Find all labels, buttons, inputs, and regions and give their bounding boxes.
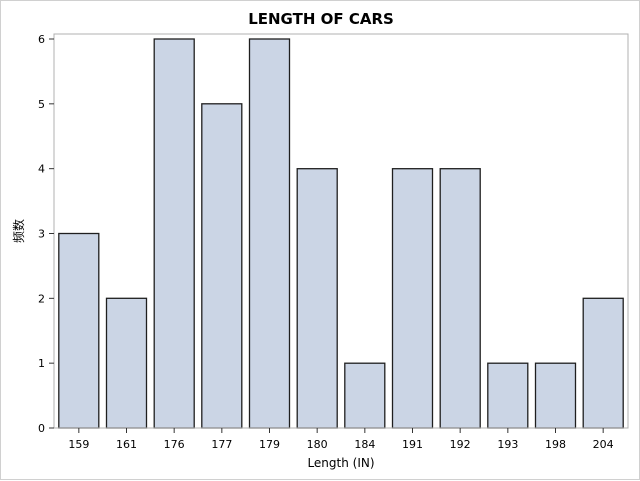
y-tick-label: 2: [38, 292, 45, 305]
x-axis-label: Length (IN): [307, 456, 374, 470]
x-tick-label: 180: [307, 438, 328, 451]
x-tick-label: 204: [593, 438, 614, 451]
y-tick-label: 0: [38, 422, 45, 435]
y-tick-label: 6: [38, 33, 45, 46]
bar-184: [344, 362, 386, 429]
bar-204: [582, 297, 624, 429]
bar-191: [391, 168, 434, 429]
y-tick-label: 5: [38, 98, 45, 111]
y-axis-label: 频数: [11, 219, 26, 243]
bar-177: [201, 103, 243, 429]
bar-192: [439, 168, 481, 429]
bar-176: [153, 38, 195, 429]
x-tick-label: 179: [259, 438, 280, 451]
bar-179: [248, 38, 291, 429]
y-tick-label: 1: [38, 357, 45, 370]
bar-180: [296, 168, 338, 429]
bar-193: [487, 362, 529, 429]
x-tick-label: 184: [354, 438, 375, 451]
chart-title: LENGTH OF CARS: [248, 10, 394, 28]
x-tick-label: 198: [545, 438, 566, 451]
x-tick-label: 159: [68, 438, 89, 451]
x-tick-label: 192: [450, 438, 471, 451]
y-tick-label: 4: [38, 163, 45, 176]
bar-159: [58, 232, 100, 429]
x-tick-label: 176: [164, 438, 185, 451]
plot-area: [53, 33, 629, 429]
x-tick-label: 191: [402, 438, 423, 451]
bar-161: [105, 297, 148, 429]
x-tick-label: 177: [211, 438, 232, 451]
x-tick-label: 193: [497, 438, 518, 451]
y-tick-label: 3: [38, 228, 45, 241]
bar-198: [534, 362, 577, 429]
x-tick-label: 161: [116, 438, 137, 451]
axes-group: 159 161 176 177 179 180 184 191 192 193 198 204 0 1 2 3…: [38, 33, 629, 451]
bars-group: [58, 38, 624, 429]
